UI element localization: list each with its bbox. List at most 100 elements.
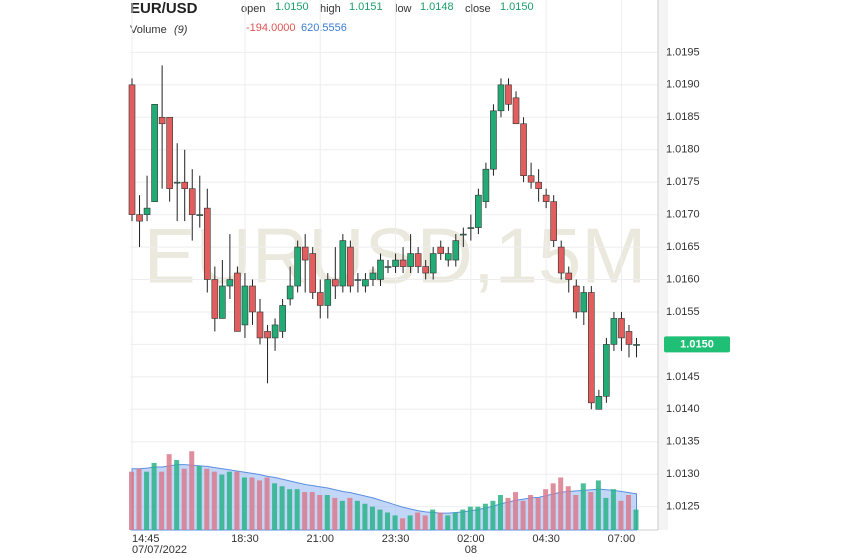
header-label: open [241,3,265,15]
candle-body [301,246,309,261]
volume-bar [211,471,217,530]
volume-bar [219,474,225,530]
candle-body [588,292,595,404]
candle-body [399,259,407,267]
candle-body [294,246,301,287]
candle-body [505,84,512,105]
candle-body [271,324,279,339]
volume-bar [573,495,579,530]
volume-bar [347,497,353,530]
volume-bar [302,492,308,530]
x-date-label: 08 [465,544,477,556]
candle-body [226,279,234,287]
y-tick-label: 1.0180 [666,144,700,156]
volume-label: Volume [130,24,167,36]
volume-bar [633,509,639,530]
candle-body [580,292,588,313]
volume-bar [625,495,631,530]
volume-change: -194.0000 [246,22,296,34]
volume-bar [354,500,360,530]
candle-body [467,227,475,229]
volume-bar [392,515,398,530]
axis-strip [658,0,668,530]
y-tick-label: 1.0145 [666,371,700,383]
volume-bar [482,503,488,530]
y-tick-label: 1.0130 [666,468,700,480]
volume-bar [249,477,255,530]
volume-bar [317,495,323,530]
volume-bar [513,492,519,530]
y-tick-label: 1.0155 [666,306,700,318]
volume-bar [309,492,315,530]
candle-body [414,253,422,267]
candle-body [482,168,490,202]
volume-bar [558,477,564,530]
candle-body [151,104,158,202]
volume-bar [129,471,134,530]
y-tick-label: 1.0165 [666,241,700,253]
candle-body [422,266,429,274]
header-value: 1.0151 [349,1,383,13]
volume-bar [430,509,436,530]
volume-bar [460,509,466,530]
candle-body [264,331,271,339]
candle-body [557,246,565,274]
y-tick-label: 1.0185 [666,111,700,123]
x-tick-label: 02:00 [457,533,485,545]
volume-bar [467,506,473,530]
volume-bar [196,465,202,530]
candle-body [143,207,151,215]
volume-bar [174,460,180,530]
y-tick-label: 1.0135 [666,436,700,448]
candle-body [136,214,143,222]
volume-bar [520,500,526,530]
volume-bar [272,483,278,530]
candle-body [377,259,384,280]
grid [130,0,658,530]
candle-body [595,396,603,410]
volume-period: (9) [174,24,188,36]
last-price-label: 1.0150 [680,338,714,350]
chart-title: EUR/USD [130,0,198,17]
volume-bar [166,454,172,530]
candle-body [173,181,181,184]
volume-bar [287,489,293,530]
volume-bar [159,471,165,530]
volume-bar [189,451,195,530]
candle-body [460,233,467,236]
header-label: close [465,3,491,15]
candle-body [452,240,460,261]
candle-body [279,305,286,332]
volume-bar [369,506,375,530]
candle-body [429,253,437,274]
candle-body [256,311,264,339]
volume-bar [610,489,616,530]
header-value: 1.0150 [275,1,309,13]
candle-body [369,272,377,280]
candle-body [512,97,520,125]
volume-bar [528,495,534,530]
candle-body [316,292,324,306]
candle-body [565,272,573,280]
volume-bar [497,495,503,530]
candle-body [309,253,317,293]
candle-body [196,214,204,216]
volume-bar [580,483,586,530]
candle-body [324,279,332,306]
volume-bar [279,486,285,530]
candle-body [407,253,414,267]
candle-body [520,123,527,176]
volume-bar [362,503,368,530]
volume-bar [181,468,187,530]
volume-bar [226,471,232,530]
candle-body [610,318,618,345]
volume-bar [332,497,338,530]
volume-bar [241,477,247,530]
y-tick-label: 1.0170 [666,209,700,221]
candle-body [490,110,497,170]
candle-body [332,279,339,287]
volume-ma: 620.5556 [301,22,347,34]
volume-bar [618,500,624,530]
header-label: low [395,3,412,15]
